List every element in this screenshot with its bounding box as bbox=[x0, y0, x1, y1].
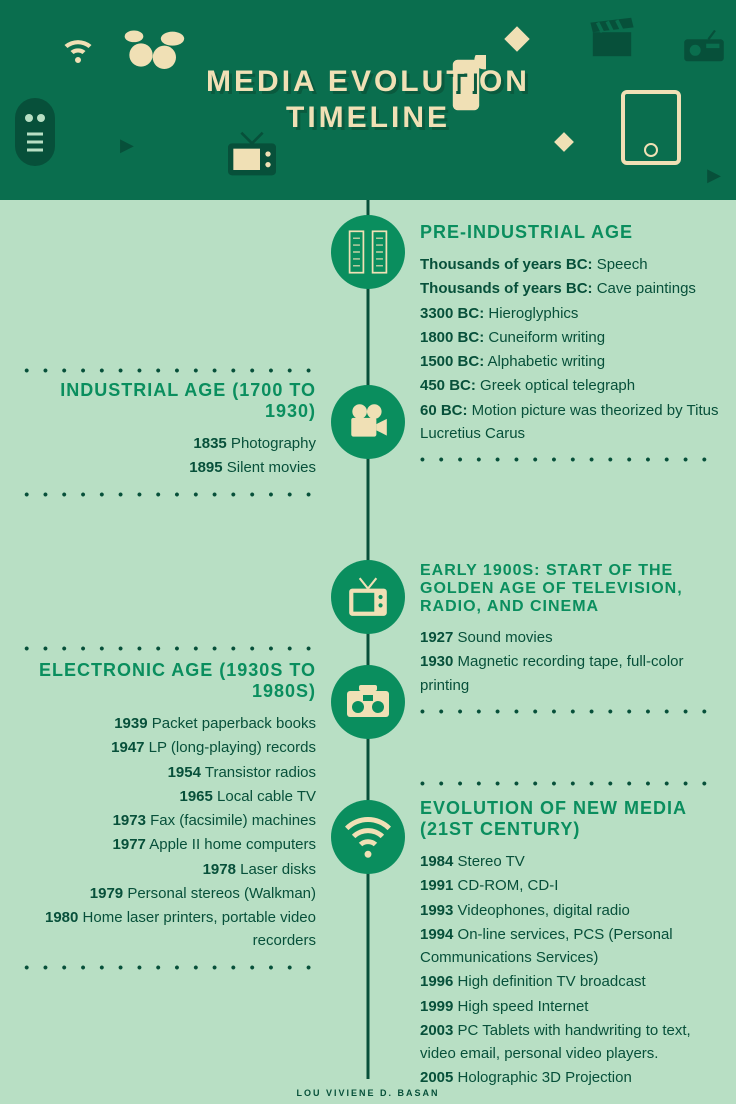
timeline-item: 1965 Local cable TV bbox=[6, 785, 316, 808]
section-title: PRE-INDUSTRIAL AGE bbox=[420, 222, 720, 243]
timeline-item: 1500 BC: Alphabetic writing bbox=[420, 350, 720, 373]
timeline-item: 2003 PC Tablets with handwriting to text… bbox=[420, 1019, 720, 1066]
radio-icon bbox=[682, 30, 726, 73]
dots: • • • • • • • • • • • • • • • • bbox=[6, 959, 316, 975]
node-wifi-icon bbox=[331, 800, 405, 874]
section-title: EVOLUTION OF NEW MEDIA (21ST CENTURY) bbox=[420, 798, 720, 840]
items: Thousands of years BC: SpeechThousands o… bbox=[420, 253, 720, 445]
timeline-item: 60 BC: Motion picture was theorized by T… bbox=[420, 399, 720, 446]
page-title: MEDIA EVOLUTIONTIMELINE bbox=[206, 64, 530, 136]
clapperboard-icon bbox=[588, 15, 636, 69]
triangle-icon: ▶ bbox=[120, 135, 134, 156]
triangle-icon: ▶ bbox=[707, 165, 721, 186]
tv-icon bbox=[225, 130, 279, 189]
node-hieroglyphics-icon bbox=[331, 215, 405, 289]
timeline-item: 1999 High speed Internet bbox=[420, 995, 720, 1018]
section-preindustrial: PRE-INDUSTRIAL AGE Thousands of years BC… bbox=[420, 222, 720, 467]
timeline-item: 1947 LP (long-playing) records bbox=[6, 736, 316, 759]
timeline-item: 1973 Fax (facsimile) machines bbox=[6, 809, 316, 832]
timeline-item: 1979 Personal stereos (Walkman) bbox=[6, 882, 316, 905]
footer-credit: LOU VIVIENE D. BASAN bbox=[296, 1088, 439, 1098]
diamond-icon bbox=[554, 132, 574, 152]
section-newmedia: EVOLUTION OF NEW MEDIA (21ST CENTURY) 19… bbox=[420, 798, 720, 1091]
timeline-item: 1800 BC: Cuneiform writing bbox=[420, 326, 720, 349]
section-goldenage: EARLY 1900S: START OF THE GOLDEN AGE OF … bbox=[420, 562, 720, 719]
timeline-item: 1994 On-line services, PCS (Personal Com… bbox=[420, 923, 720, 970]
wifi-icon bbox=[60, 30, 96, 73]
dots: • • • • • • • • • • • • • • • • bbox=[24, 362, 316, 378]
timeline-item: Thousands of years BC: Speech bbox=[420, 253, 720, 276]
timeline-line bbox=[367, 200, 370, 1079]
section-title: INDUSTRIAL AGE (1700 TO 1930) bbox=[6, 380, 316, 422]
section-title: EARLY 1900S: START OF THE GOLDEN AGE OF … bbox=[420, 562, 720, 616]
timeline-item: 1984 Stereo TV bbox=[420, 850, 720, 873]
timeline-item: Thousands of years BC: Cave paintings bbox=[420, 277, 720, 300]
timeline-item: 1980 Home laser printers, portable video… bbox=[6, 906, 316, 953]
dots: • • • • • • • • • • • • • • • • bbox=[420, 451, 720, 467]
dots: • • • • • • • • • • • • • • • • bbox=[24, 640, 316, 656]
timeline-item: 1954 Transistor radios bbox=[6, 761, 316, 784]
timeline-item: 1895 Silent movies bbox=[6, 456, 316, 479]
people-icon bbox=[120, 30, 190, 92]
items: 1984 Stereo TV1991 CD-ROM, CD-I1993 Vide… bbox=[420, 850, 720, 1090]
items: 1835 Photography1895 Silent movies bbox=[6, 432, 316, 480]
timeline-item: 1978 Laser disks bbox=[6, 858, 316, 881]
section-industrial: INDUSTRIAL AGE (1700 TO 1930) 1835 Photo… bbox=[6, 380, 316, 502]
timeline-item: 1930 Magnetic recording tape, full-color… bbox=[420, 650, 720, 697]
node-tv-icon bbox=[331, 560, 405, 634]
dots: • • • • • • • • • • • • • • • • bbox=[420, 775, 712, 791]
node-boombox-icon bbox=[331, 665, 405, 739]
header: ▶ ▶ MEDIA EVOLUTIONTIMELINE bbox=[0, 0, 736, 200]
timeline-item: 1991 CD-ROM, CD-I bbox=[420, 874, 720, 897]
dots: • • • • • • • • • • • • • • • • bbox=[6, 486, 316, 502]
node-camera-icon bbox=[331, 385, 405, 459]
items: 1927 Sound movies1930 Magnetic recording… bbox=[420, 626, 720, 697]
diamond-icon bbox=[504, 26, 529, 51]
timeline-item: 1996 High definition TV broadcast bbox=[420, 970, 720, 993]
timeline-item: 1993 Videophones, digital radio bbox=[420, 899, 720, 922]
timeline-item: 1977 Apple II home computers bbox=[6, 833, 316, 856]
timeline-item: 1939 Packet paperback books bbox=[6, 712, 316, 735]
robot-icon bbox=[10, 90, 60, 184]
timeline-item: 450 BC: Greek optical telegraph bbox=[420, 374, 720, 397]
section-title: ELECTRONIC AGE (1930S TO 1980S) bbox=[6, 660, 316, 702]
section-electronic: ELECTRONIC AGE (1930S TO 1980S) 1939 Pac… bbox=[6, 660, 316, 975]
tablet-icon bbox=[621, 90, 681, 165]
timeline-item: 1927 Sound movies bbox=[420, 626, 720, 649]
timeline-item: 3300 BC: Hieroglyphics bbox=[420, 302, 720, 325]
timeline-item: 1835 Photography bbox=[6, 432, 316, 455]
timeline-item: 2005 Holographic 3D Projection bbox=[420, 1066, 720, 1089]
dots: • • • • • • • • • • • • • • • • bbox=[420, 703, 720, 719]
items: 1939 Packet paperback books1947 LP (long… bbox=[6, 712, 316, 953]
